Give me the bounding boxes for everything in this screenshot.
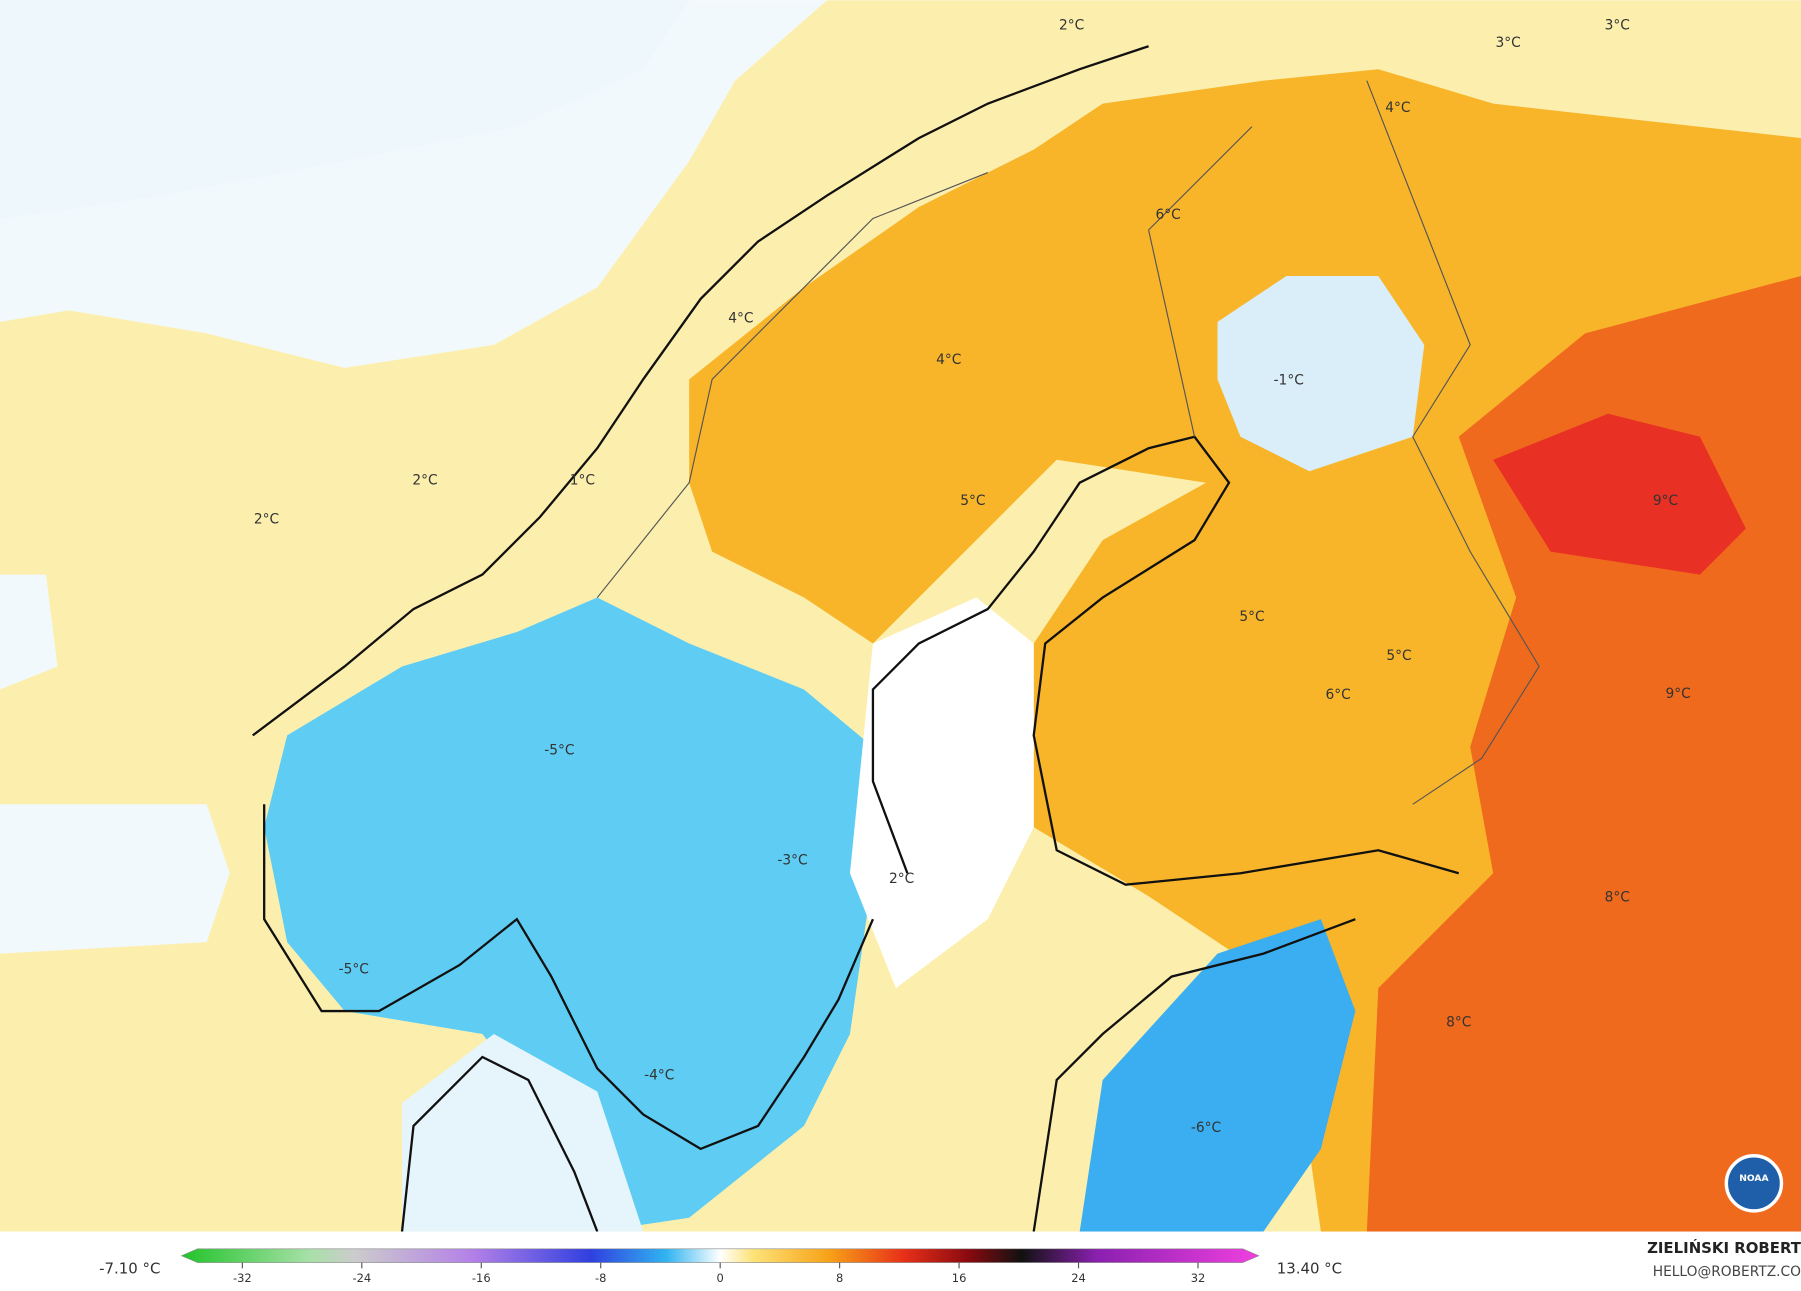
temperature-label: 2°C [1059,18,1084,34]
colorbar-tick-label: -24 [352,1271,371,1285]
colorbar-max: 13.40 °C [1277,1259,1342,1277]
temperature-label: 2°C [889,871,914,887]
cold-region [0,0,690,219]
temperature-label: 8°C [1446,1015,1471,1031]
hottest-region [1493,413,1746,575]
cold-region [1217,275,1425,472]
border [596,172,989,598]
cold-region [402,1034,644,1232]
gulf-region [849,597,1034,989]
cold-region [0,574,230,954]
temperature-label: 3°C [1605,18,1630,34]
temperature-label: -4°C [644,1067,674,1083]
temperature-label: 2°C [412,472,437,488]
coast [871,435,1460,886]
coast [252,45,1149,737]
colorbar-tick-label: 16 [952,1271,967,1285]
borders [596,80,1540,805]
noaa-logo [1724,1154,1784,1213]
colorbar-tick-label: 24 [1071,1271,1086,1285]
colorbar-min: -7.10 °C [99,1259,160,1277]
credit-name: ZIELIŃSKI ROBERT [1647,1239,1801,1257]
border [1148,80,1540,805]
temperature-label: 5°C [960,493,985,509]
coastline [252,45,1460,1232]
temperature-label: 3°C [1495,35,1520,51]
colorbar-tick-label: -32 [233,1271,252,1285]
colorbar-tick-label: 8 [836,1271,843,1285]
colorbar-tick-label: 32 [1191,1271,1206,1285]
freezing-region [264,597,873,1232]
temperature-labels: 2°C 3°C 3°C 4°C 6°C 4°C 4°C -1°C 2°C 1°C 2°C 5°C 9°C… [254,18,1691,1137]
freezing-region [1079,919,1356,1232]
colorbar [180,1248,1260,1263]
temperature-label: 6°C [1325,687,1350,703]
credit-email: HELLO@ROBERTZ.CO [1653,1264,1801,1280]
temperature-label: 4°C [728,310,753,326]
temperature-label: 2°C [254,511,279,527]
logo-text: NOAA [1739,1173,1769,1184]
temperature-label: 8°C [1605,889,1630,905]
temperature-label: 1°C [570,472,595,488]
temperature-label: -5°C [544,742,574,758]
temperature-label: -1°C [1274,372,1304,388]
temperature-label: 6°C [1155,207,1180,223]
temperature-label: 4°C [1385,100,1410,116]
temperature-label: 4°C [936,352,961,368]
coast [263,804,874,1151]
temperature-label: 5°C [1239,609,1264,625]
temperature-label: 9°C [1665,686,1690,702]
temperature-label: -6°C [1191,1120,1221,1136]
temperature-label: -3°C [777,853,807,869]
coast [400,1055,599,1232]
colorbar-tick-label: -8 [595,1271,606,1285]
colorbar-tick-label: -16 [472,1271,491,1285]
colorbar-ticks: -32 -24 -16 -8 0 8 16 24 32 [233,1262,1206,1285]
temperature-label: 9°C [1653,493,1678,509]
coast [1032,918,1356,1232]
temperature-label: -5°C [339,962,369,978]
colorbar-tick-label: 0 [717,1271,724,1285]
temperature-label: 5°C [1386,648,1411,664]
